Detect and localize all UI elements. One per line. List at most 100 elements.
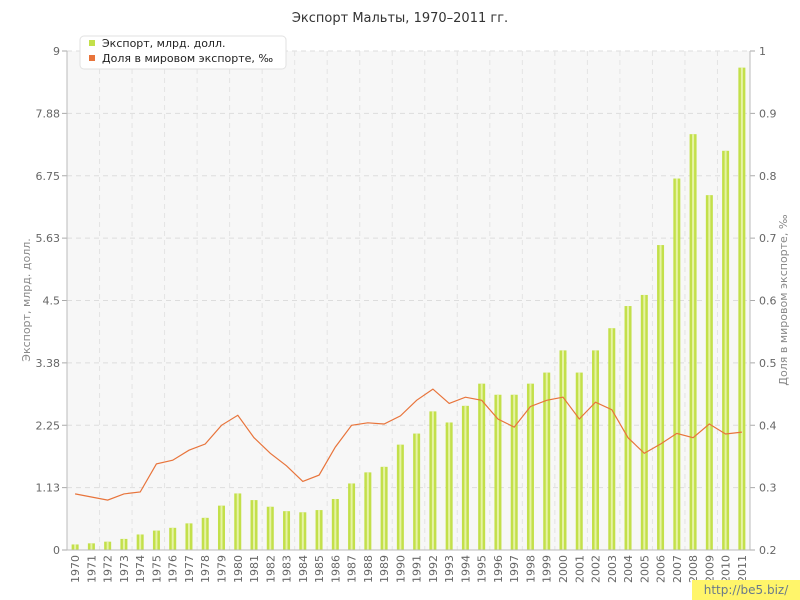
bar-highlight bbox=[561, 350, 564, 550]
y-tick-label: 2.25 bbox=[36, 419, 61, 432]
legend-label-export: Экспорт, млрд. долл. bbox=[102, 37, 225, 50]
bar-highlight bbox=[627, 306, 630, 550]
x-tick-label: 1976 bbox=[167, 555, 180, 583]
x-tick-label: 2003 bbox=[606, 555, 619, 583]
bar-highlight bbox=[692, 134, 695, 550]
bar-highlight bbox=[122, 538, 125, 550]
x-tick-label: 1986 bbox=[329, 555, 342, 583]
y2-tick-label: 0.5 bbox=[759, 357, 777, 370]
x-tick-label: 1984 bbox=[297, 555, 310, 583]
bar-highlight bbox=[594, 350, 597, 550]
bar-highlight bbox=[285, 511, 288, 550]
x-tick-label: 1970 bbox=[69, 555, 82, 583]
y2-axis-label: Доля в мировом экспорте, ‰ bbox=[777, 214, 790, 385]
bar-highlight bbox=[496, 394, 499, 550]
x-tick-label: 1993 bbox=[443, 555, 456, 583]
bar-highlight bbox=[431, 411, 434, 550]
y2-tick-label: 1 bbox=[759, 45, 766, 58]
x-tick-label: 2011 bbox=[736, 555, 749, 583]
bar-highlight bbox=[578, 372, 581, 550]
y2-tick-label: 0.7 bbox=[759, 232, 777, 245]
x-tick-label: 1978 bbox=[199, 555, 212, 583]
bar-highlight bbox=[480, 383, 483, 550]
x-tick-label: 1988 bbox=[362, 555, 375, 583]
y-tick-label: 6.75 bbox=[36, 170, 61, 183]
bar-highlight bbox=[513, 394, 516, 550]
watermark[interactable]: http://be5.biz/ bbox=[692, 580, 800, 600]
y2-tick-label: 0.6 bbox=[759, 295, 777, 308]
legend: Экспорт, млрд. долл. Доля в мировом эксп… bbox=[79, 35, 287, 70]
x-tick-label: 1974 bbox=[134, 555, 147, 583]
x-tick-label: 1971 bbox=[85, 555, 98, 583]
y2-tick-label: 0.4 bbox=[759, 419, 777, 432]
x-tick-label: 2010 bbox=[720, 555, 733, 583]
y-tick-label: 3.38 bbox=[36, 357, 61, 370]
x-tick-label: 1980 bbox=[232, 555, 245, 583]
bar-highlight bbox=[529, 383, 532, 550]
bar-highlight bbox=[659, 245, 662, 551]
x-tick-label: 2006 bbox=[655, 555, 668, 583]
x-tick-label: 2009 bbox=[703, 555, 716, 583]
x-tick-label: 1973 bbox=[118, 555, 131, 583]
x-tick-label: 1982 bbox=[264, 555, 277, 583]
bar-highlight bbox=[236, 493, 239, 550]
x-tick-label: 1985 bbox=[313, 555, 326, 583]
bar-highlight bbox=[155, 530, 158, 550]
x-tick-label: 2002 bbox=[590, 555, 603, 583]
bar-highlight bbox=[74, 544, 77, 550]
bar-highlight bbox=[383, 466, 386, 550]
bar-highlight bbox=[675, 178, 678, 550]
x-tick-label: 1996 bbox=[492, 555, 505, 583]
y-tick-label: 1.13 bbox=[36, 482, 61, 495]
x-tick-label: 1997 bbox=[508, 555, 521, 583]
bar-highlight bbox=[708, 195, 711, 550]
x-tick-label: 1995 bbox=[476, 555, 489, 583]
bar-highlight bbox=[334, 498, 337, 550]
bar-highlight bbox=[301, 512, 304, 550]
y-axis-label: Экспорт, млрд. долл. bbox=[20, 238, 33, 361]
legend-swatch-export bbox=[89, 40, 95, 46]
y2-tick-label: 0.8 bbox=[759, 170, 777, 183]
bar-highlight bbox=[610, 328, 613, 550]
x-tick-label: 1983 bbox=[281, 555, 294, 583]
bar-highlight bbox=[464, 405, 467, 550]
y2-tick-label: 0.9 bbox=[759, 107, 777, 120]
x-tick-label: 1991 bbox=[411, 555, 424, 583]
bar-highlight bbox=[139, 534, 142, 550]
legend-label-share: Доля в мировом экспорте, ‰ bbox=[102, 52, 273, 65]
bar-highlight bbox=[350, 483, 353, 550]
bar-highlight bbox=[204, 517, 207, 550]
bar-highlight bbox=[740, 67, 743, 550]
x-tick-label: 1999 bbox=[541, 555, 554, 583]
bar-highlight bbox=[724, 150, 727, 551]
y-tick-label: 5.63 bbox=[36, 232, 61, 245]
bar-highlight bbox=[253, 500, 256, 550]
x-tick-label: 2007 bbox=[671, 555, 684, 583]
bar-highlight bbox=[171, 527, 174, 550]
y-tick-label: 7.88 bbox=[36, 107, 61, 120]
y-tick-label: 0 bbox=[53, 544, 60, 557]
bar-highlight bbox=[269, 506, 272, 550]
bar-highlight bbox=[318, 510, 321, 550]
y2-tick-label: 0.2 bbox=[759, 544, 777, 557]
x-tick-label: 1990 bbox=[394, 555, 407, 583]
x-tick-label: 1994 bbox=[459, 555, 472, 583]
x-tick-label: 2008 bbox=[687, 555, 700, 583]
bar-highlight bbox=[366, 472, 369, 550]
bar-highlight bbox=[399, 444, 402, 550]
bar-highlight bbox=[106, 541, 109, 550]
x-tick-label: 2000 bbox=[557, 555, 570, 583]
x-tick-label: 1992 bbox=[427, 555, 440, 583]
chart-title: Экспорт Мальты, 1970–2011 гг. bbox=[292, 11, 508, 26]
bar-highlight bbox=[643, 294, 646, 550]
bar-highlight bbox=[90, 543, 93, 550]
share-line bbox=[74, 388, 742, 501]
bar-highlight bbox=[448, 422, 451, 550]
x-tick-label: 1979 bbox=[215, 555, 228, 583]
x-tick-label: 1977 bbox=[183, 555, 196, 583]
x-tick-label: 2004 bbox=[622, 555, 635, 583]
x-tick-label: 1987 bbox=[346, 555, 359, 583]
x-tick-label: 2001 bbox=[573, 555, 586, 583]
x-tick-label: 1981 bbox=[248, 555, 261, 583]
y-tick-label: 4.5 bbox=[43, 295, 61, 308]
